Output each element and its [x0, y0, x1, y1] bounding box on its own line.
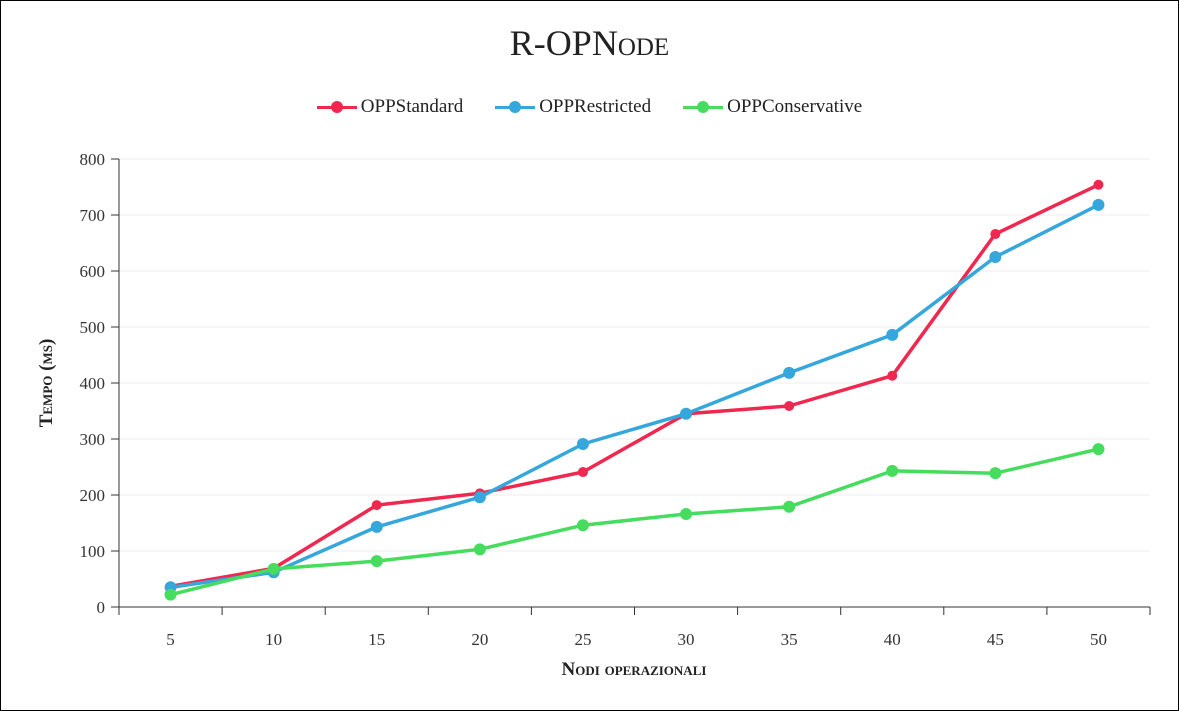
x-tick-label: 25	[574, 630, 591, 649]
y-axis-title: Tempo (ms)	[36, 339, 57, 428]
legend-marker-icon	[495, 97, 536, 117]
data-point	[989, 251, 1002, 263]
x-tick-label: 35	[781, 630, 798, 649]
data-point	[576, 438, 589, 451]
x-tick-label: 15	[368, 630, 385, 649]
x-tick-label: 20	[471, 630, 488, 649]
legend: OPPStandard OPPRestricted OPPConservativ…	[0, 96, 1179, 118]
data-point	[783, 366, 796, 379]
data-point	[473, 543, 486, 556]
data-point	[886, 328, 899, 341]
data-point	[1092, 198, 1105, 211]
data-point	[989, 467, 1002, 480]
y-tick-label: 300	[80, 430, 106, 449]
data-point	[680, 407, 693, 420]
y-tick-label: 700	[80, 206, 106, 225]
x-tick-label: 50	[1090, 630, 1107, 649]
x-tick-label: 40	[884, 630, 901, 649]
grid	[119, 158, 1150, 552]
data-point	[1092, 443, 1105, 456]
data-point	[267, 562, 280, 575]
x-tick-label: 5	[166, 630, 175, 649]
data-point	[886, 464, 899, 477]
legend-item-opp-restricted: OPPRestricted	[495, 96, 651, 118]
y-tick-label: 200	[80, 486, 106, 505]
series-oppconservative	[164, 443, 1105, 601]
y-tick-label: 800	[80, 150, 106, 169]
data-point	[784, 400, 795, 411]
x-tick-label: 30	[678, 630, 695, 649]
series-line	[168, 447, 1101, 597]
y-tick-label: 600	[80, 262, 106, 281]
legend-label: OPPStandard	[360, 96, 464, 117]
x-tick-label: 10	[265, 630, 282, 649]
data-point	[680, 508, 693, 521]
series-oppstandard	[165, 179, 1104, 592]
series-layer	[164, 179, 1105, 601]
data-point	[990, 229, 1001, 240]
data-point	[576, 519, 589, 532]
legend-marker-icon	[683, 97, 724, 117]
legend-label: OPPRestricted	[539, 96, 652, 117]
chart-title: R-OPNode	[509, 23, 670, 63]
data-point	[370, 555, 383, 568]
legend-item-opp-standard: OPPStandard	[316, 96, 464, 118]
data-point	[370, 520, 383, 533]
y-tick-label: 500	[80, 318, 106, 337]
y-tick-label: 0	[97, 598, 106, 617]
data-point	[473, 491, 486, 504]
y-tick-label: 400	[80, 374, 106, 393]
data-point	[783, 500, 796, 513]
series-line	[168, 203, 1101, 590]
series-line	[168, 183, 1101, 589]
series-opprestricted	[164, 198, 1105, 594]
data-point	[371, 500, 382, 511]
y-tick-label: 100	[80, 542, 106, 561]
data-point	[577, 467, 588, 478]
legend-item-opp-conservative: OPPConservative	[683, 96, 862, 118]
axes: 0 100 200 300 400 500 600 700 800 5 10 15 20 25 30 35 40…	[80, 150, 1151, 649]
data-point	[887, 370, 898, 381]
x-axis-title: Nodi operazionali	[562, 659, 707, 680]
legend-label: OPPConservative	[727, 96, 863, 117]
x-tick-label: 45	[987, 630, 1004, 649]
data-point	[1093, 179, 1104, 190]
data-point	[164, 588, 177, 601]
legend-marker-icon	[316, 97, 357, 117]
